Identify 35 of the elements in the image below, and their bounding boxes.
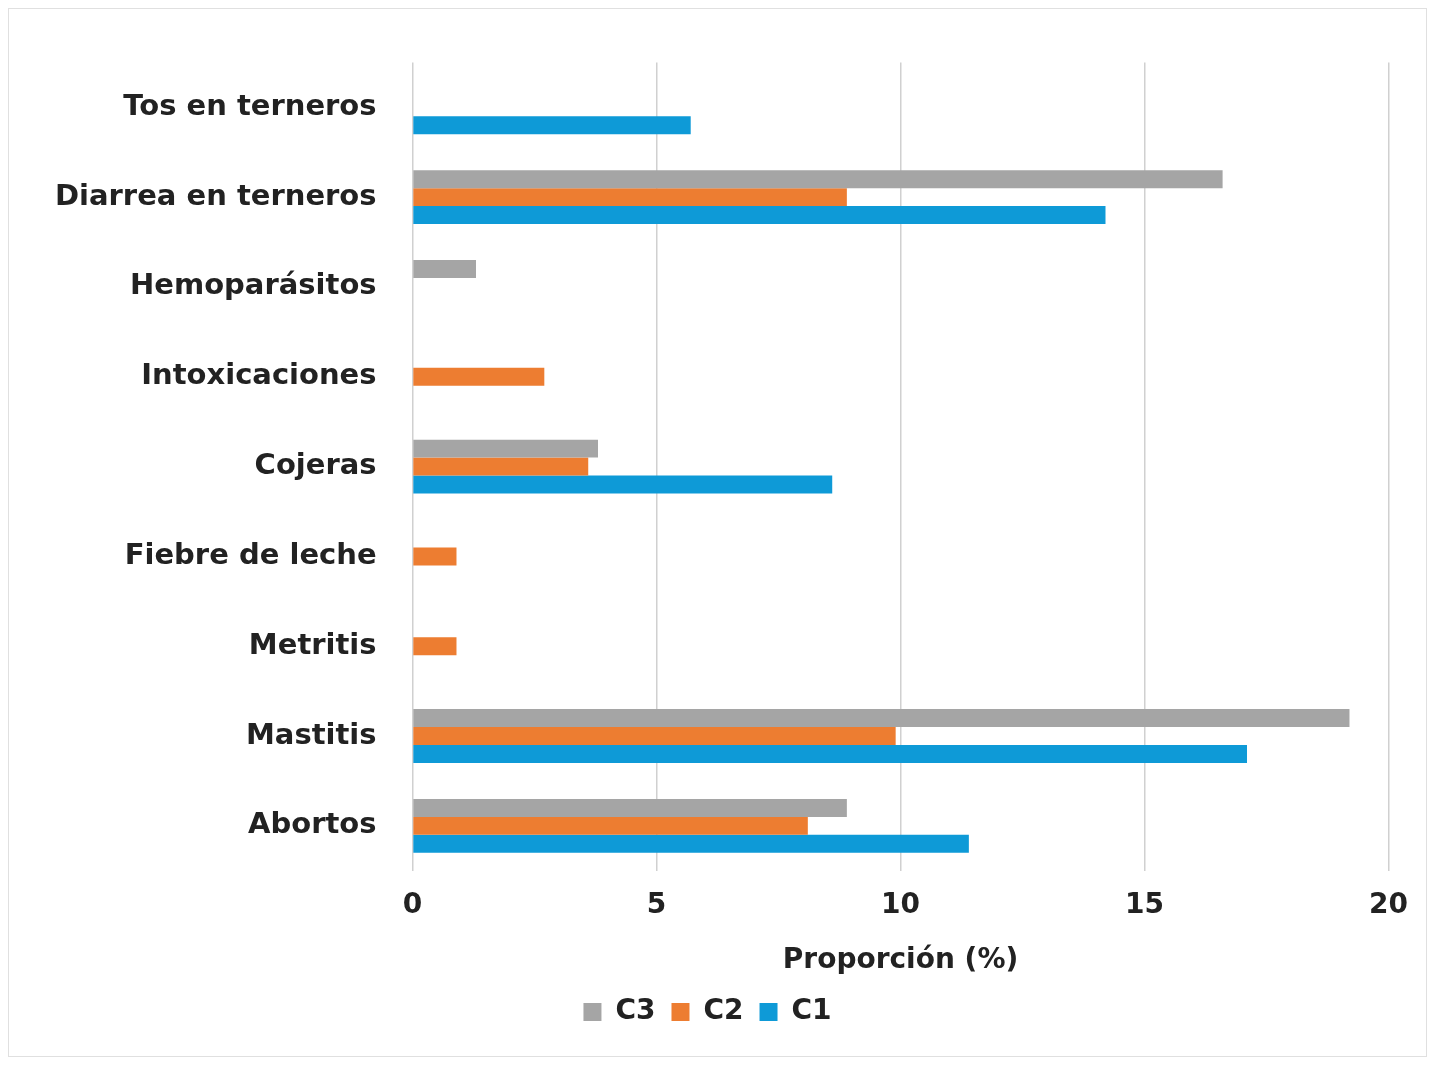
y-tick-label: Fiebre de leche: [124, 536, 377, 571]
bar: [413, 637, 457, 656]
legend-label: C3: [615, 993, 656, 1027]
y-tick-label: Mastitis: [246, 716, 377, 751]
bar: [413, 170, 1223, 189]
bar: [413, 206, 1106, 225]
x-tick-label: 15: [1125, 886, 1165, 920]
bar: [413, 798, 847, 817]
bar: [413, 439, 598, 458]
bar: [413, 547, 457, 566]
bar: [413, 727, 896, 746]
x-tick-label: 10: [881, 886, 921, 920]
y-tick-label: Cojeras: [254, 447, 377, 482]
legend-label: C2: [703, 993, 744, 1027]
x-tick-label: 20: [1369, 886, 1408, 920]
y-tick-label: Metritis: [248, 626, 377, 661]
x-tick-label: 0: [402, 886, 423, 920]
bar: [413, 709, 1350, 728]
y-tick-label: Intoxicaciones: [141, 357, 377, 392]
bar: [413, 745, 1247, 764]
bar: [413, 188, 847, 207]
bar: [413, 834, 969, 853]
bar: [413, 260, 476, 278]
y-tick-label: Abortos: [248, 806, 377, 841]
bar: [413, 475, 833, 494]
bar: [413, 116, 691, 135]
legend-label: C1: [791, 993, 832, 1027]
y-tick-label: Hemoparásitos: [130, 267, 377, 302]
bar: [413, 457, 589, 476]
y-tick-label: Diarrea en terneros: [54, 177, 377, 212]
y-tick-label: Tos en terneros: [123, 87, 377, 122]
bar: [413, 816, 808, 835]
x-tick-label: 5: [646, 886, 667, 920]
bar: [413, 367, 545, 386]
x-axis-title: Proporción (%): [782, 942, 1019, 976]
